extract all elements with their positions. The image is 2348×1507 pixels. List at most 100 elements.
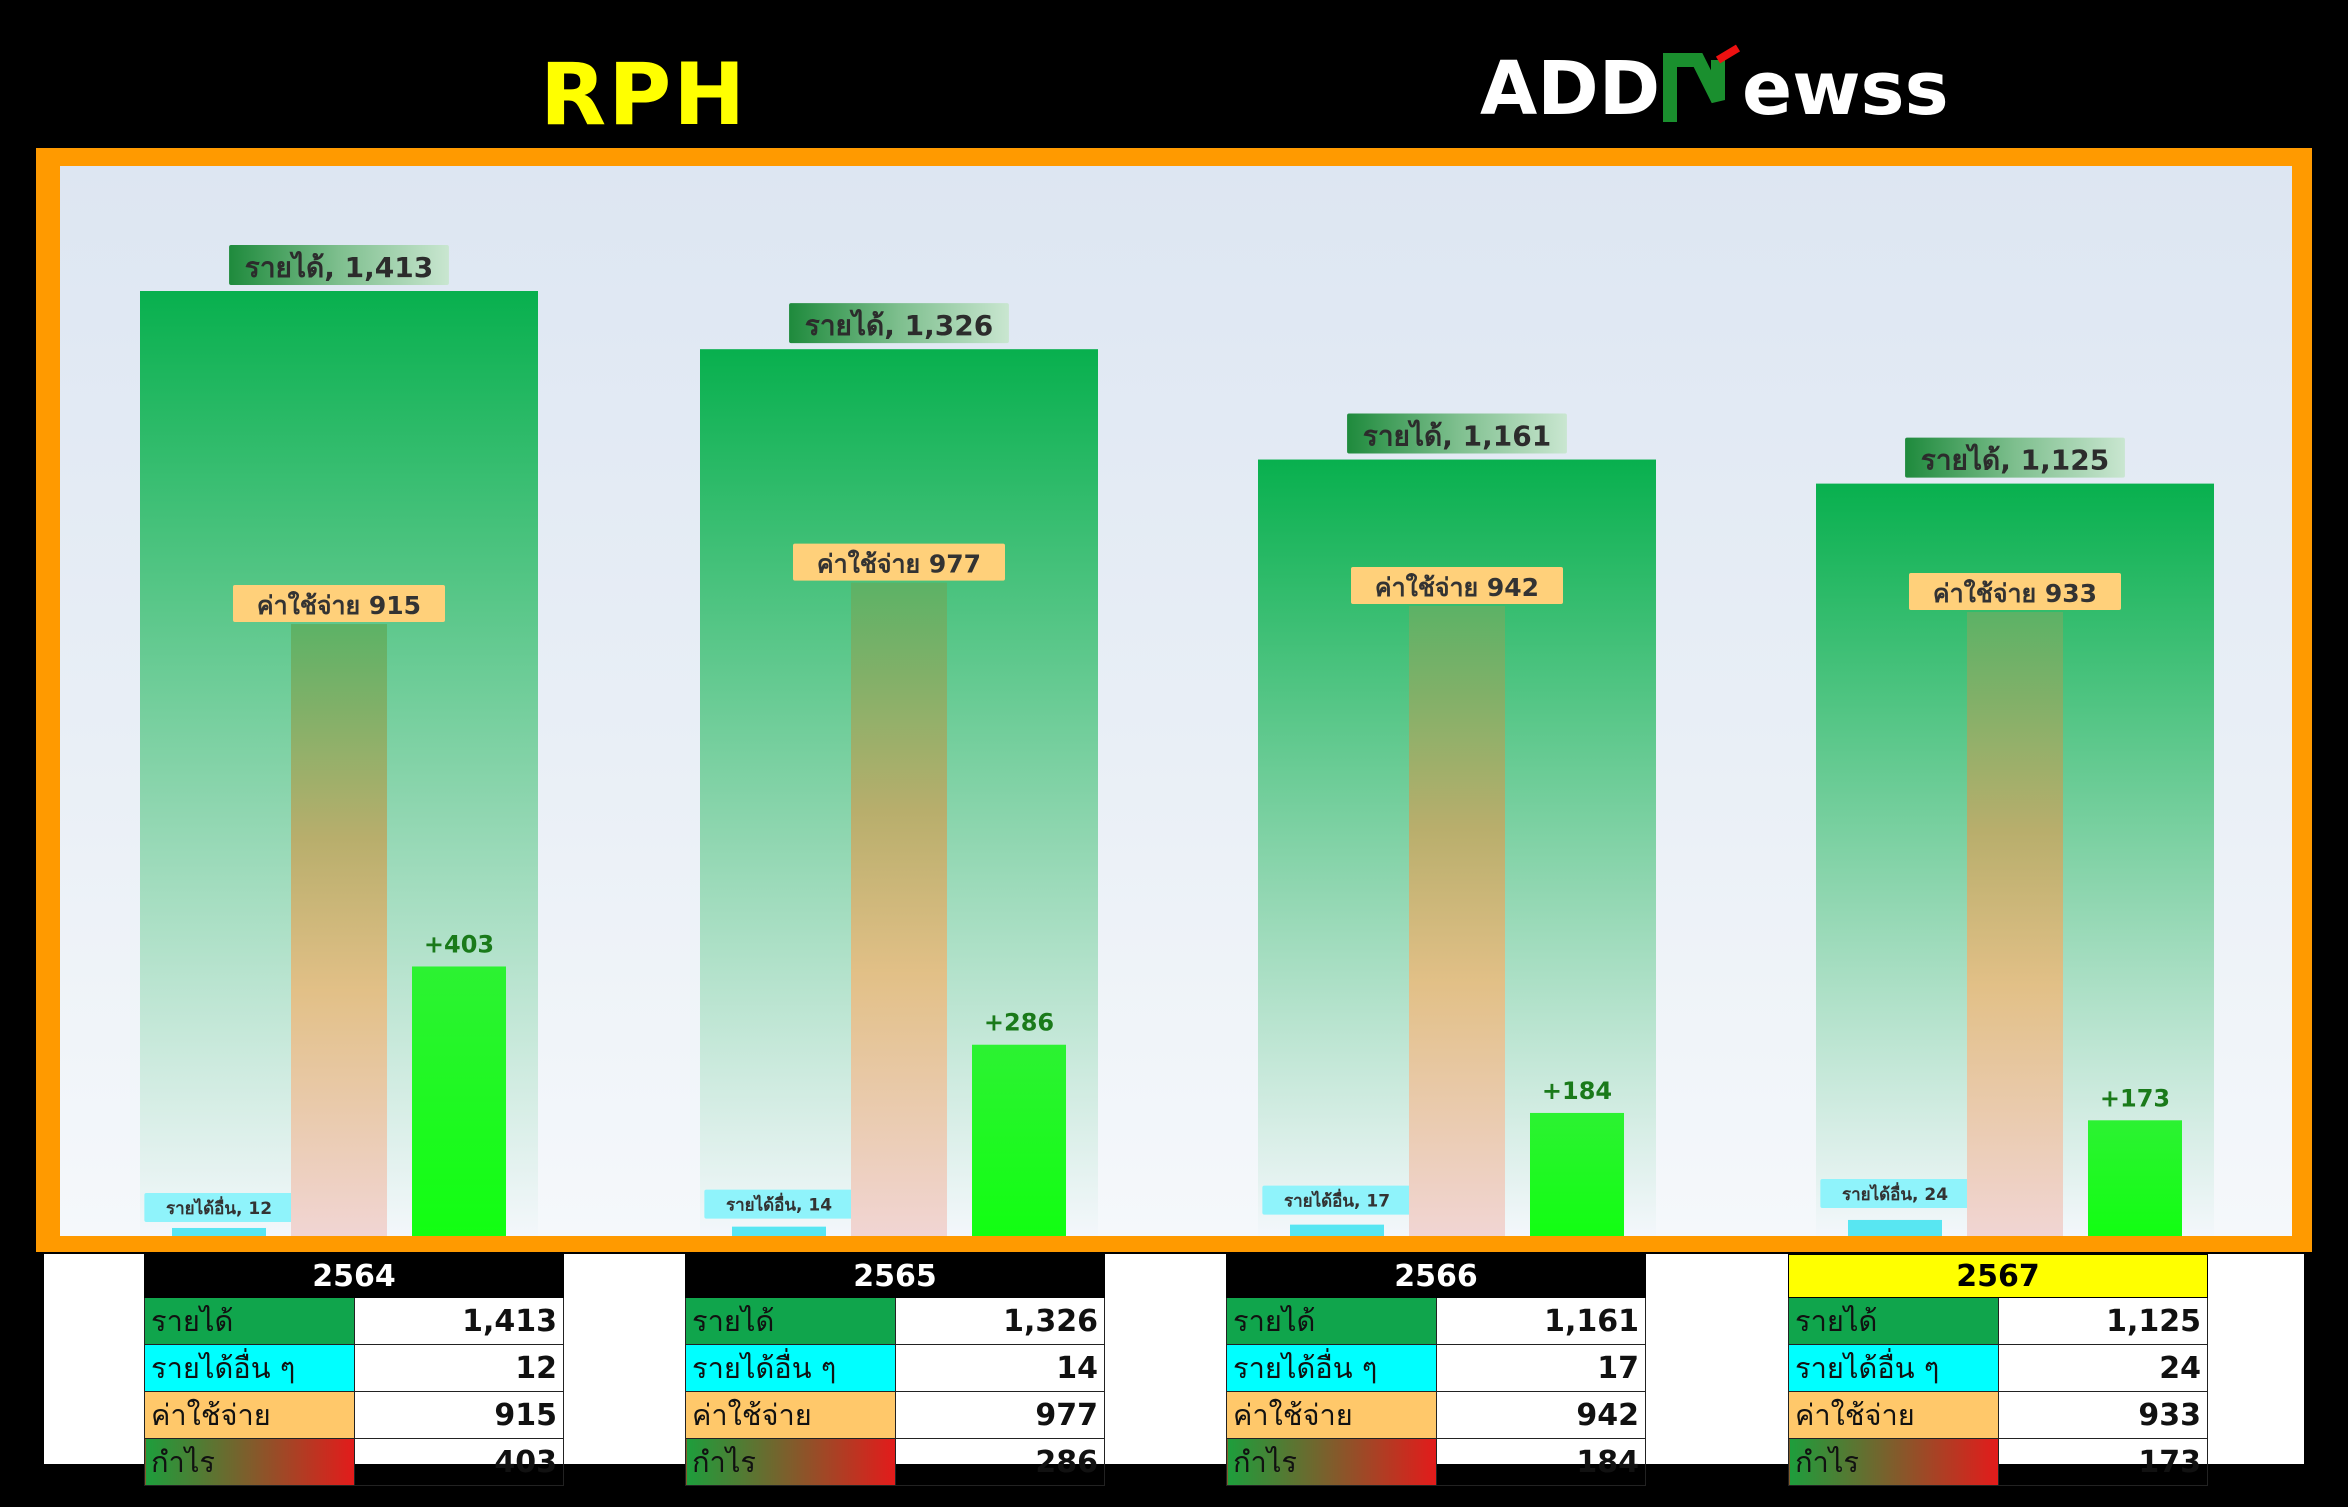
table-row: รายได้อื่น ๆ 24 [1788, 1344, 2208, 1392]
other-income-bar-2564 [172, 1227, 266, 1236]
table-row: กำไร 184 [1226, 1438, 1646, 1486]
revenue-label-2567-bg [1905, 437, 2125, 478]
revenue-label-2564-bg [229, 245, 449, 285]
expense-bar-2567 [1967, 612, 2063, 1236]
row-value: 933 [1997, 1391, 2208, 1439]
row-label: ค่าใช้จ่าย [1788, 1391, 1999, 1439]
row-label: รายได้อื่น ๆ [144, 1344, 355, 1392]
row-label: ค่าใช้จ่าย [1226, 1391, 1437, 1439]
row-value: 286 [894, 1438, 1105, 1486]
expense-label-2566-bg [1351, 567, 1563, 604]
row-value: 24 [1997, 1344, 2208, 1392]
row-label: ค่าใช้จ่าย [144, 1391, 355, 1439]
row-value: 12 [353, 1344, 564, 1392]
row-value: 14 [894, 1344, 1105, 1392]
table-row: กำไร 173 [1788, 1438, 2208, 1486]
expense-label-2565-bg [793, 543, 1005, 581]
table-row: กำไร 403 [144, 1438, 564, 1486]
other-income-label-2564-bg [144, 1192, 294, 1222]
expense-label-2565: ค่าใช้จ่าย 977 [817, 549, 981, 579]
other-income-bar-2567 [1848, 1219, 1942, 1236]
table-row: รายได้ 1,326 [685, 1297, 1105, 1345]
profit-bar-2566 [1530, 1112, 1624, 1236]
financial-summary-tables: 2564 รายได้ 1,413 รายได้อื่น ๆ 12 ค่าใช้จ่าย 9… [44, 1254, 2304, 1486]
table-row: รายได้อื่น ๆ 12 [144, 1344, 564, 1392]
row-label: รายได้ [144, 1297, 355, 1345]
table-year-header: 2566 [1226, 1254, 1646, 1298]
row-label: กำไร [1788, 1438, 1999, 1486]
row-value: 184 [1435, 1438, 1646, 1486]
row-value: 915 [353, 1391, 564, 1439]
row-value: 17 [1435, 1344, 1646, 1392]
table-row: ค่าใช้จ่าย 933 [1788, 1391, 2208, 1439]
table-row: รายได้อื่น ๆ 17 [1226, 1344, 1646, 1392]
revenue-label-2566: รายได้, 1,161 [1363, 420, 1551, 453]
chart-plot-area: รายได้, 1,413 รายได้อื่น, 12 ค่าใช้จ่าย 91… [60, 166, 2292, 1236]
row-label: รายได้อื่น ๆ [1226, 1344, 1437, 1392]
row-label: รายได้ [685, 1297, 896, 1345]
expense-label-2566: ค่าใช้จ่าย 942 [1375, 572, 1539, 602]
row-value: 942 [1435, 1391, 1646, 1439]
other-income-label-2565: รายได้อื่น, 14 [726, 1193, 832, 1216]
revenue-label-2564: รายได้, 1,413 [245, 251, 433, 284]
profit-label-2564: +403 [424, 930, 494, 958]
other-income-bar-2565 [732, 1226, 826, 1236]
expense-bar-2564 [291, 624, 387, 1236]
svg-text:ewss: ewss [1742, 46, 1949, 132]
table-year-header: 2565 [685, 1254, 1105, 1298]
other-income-label-2567-bg [1820, 1178, 1970, 1208]
table-row: รายได้ 1,413 [144, 1297, 564, 1345]
table-row: ค่าใช้จ่าย 915 [144, 1391, 564, 1439]
svg-text:ADD: ADD [1480, 46, 1660, 132]
expense-label-2567: ค่าใช้จ่าย 933 [1933, 578, 2097, 608]
other-income-label-2565-bg [704, 1189, 854, 1219]
row-value: 403 [353, 1438, 564, 1486]
row-label: กำไร [685, 1438, 896, 1486]
profit-label-2567: +173 [2100, 1084, 2170, 1112]
row-value: 1,161 [1435, 1297, 1646, 1345]
table-year-header: 2564 [144, 1254, 564, 1298]
row-label: รายได้อื่น ๆ [685, 1344, 896, 1392]
profit-bar-2565 [972, 1044, 1066, 1236]
expense-label-2567-bg [1909, 573, 2121, 611]
table-row: ค่าใช้จ่าย 977 [685, 1391, 1105, 1439]
row-label: กำไร [144, 1438, 355, 1486]
table-row: ค่าใช้จ่าย 942 [1226, 1391, 1646, 1439]
profit-bar-2567 [2088, 1120, 2182, 1236]
table-row: รายได้ 1,125 [1788, 1297, 2208, 1345]
summary-table-2567: 2567 รายได้ 1,125 รายได้อื่น ๆ 24 ค่าใช้จ่าย 9… [1788, 1254, 2208, 1486]
row-label: ค่าใช้จ่าย [685, 1391, 896, 1439]
other-income-label-2564: รายได้อื่น, 12 [166, 1196, 272, 1219]
profit-bar-2564 [412, 966, 506, 1236]
ticker-title: RPH [540, 45, 748, 145]
summary-table-2565: 2565 รายได้ 1,326 รายได้อื่น ๆ 14 ค่าใช้จ่าย 9… [685, 1254, 1105, 1486]
summary-table-2566: 2566 รายได้ 1,161 รายได้อื่น ๆ 17 ค่าใช้จ่าย 9… [1226, 1254, 1646, 1486]
revenue-label-2567: รายได้, 1,125 [1921, 444, 2109, 477]
profit-label-2566: +184 [1542, 1077, 1612, 1105]
revenue-label-2565-bg [789, 303, 1009, 344]
summary-table-2564: 2564 รายได้ 1,413 รายได้อื่น ๆ 12 ค่าใช้จ่าย 9… [144, 1254, 564, 1486]
row-value: 977 [894, 1391, 1105, 1439]
revenue-label-2565: รายได้, 1,326 [805, 309, 993, 342]
expense-bar-2566 [1409, 606, 1505, 1236]
other-income-label-2567: รายได้อื่น, 24 [1842, 1182, 1948, 1205]
revenue-label-2566-bg [1347, 413, 1567, 454]
expense-label-2564: ค่าใช้จ่าย 915 [257, 590, 421, 620]
table-row: รายได้ 1,161 [1226, 1297, 1646, 1345]
row-value: 1,413 [353, 1297, 564, 1345]
row-label: รายได้ [1226, 1297, 1437, 1345]
addnewss-logo: ADD ewss [1480, 44, 1949, 132]
table-row: รายได้อื่น ๆ 14 [685, 1344, 1105, 1392]
expense-bar-2565 [851, 582, 947, 1236]
table-year-header: 2567 [1788, 1254, 2208, 1298]
table-row: กำไร 286 [685, 1438, 1105, 1486]
row-label: รายได้อื่น ๆ [1788, 1344, 1999, 1392]
row-value: 173 [1997, 1438, 2208, 1486]
revenue-expense-profit-chart: รายได้, 1,413 รายได้อื่น, 12 ค่าใช้จ่าย 91… [140, 245, 2214, 1236]
other-income-label-2566-bg [1262, 1185, 1412, 1215]
row-label: กำไร [1226, 1438, 1437, 1486]
row-value: 1,125 [1997, 1297, 2208, 1345]
profit-label-2565: +286 [984, 1009, 1054, 1037]
row-label: รายได้ [1788, 1297, 1999, 1345]
other-income-label-2566: รายได้อื่น, 17 [1284, 1189, 1390, 1212]
